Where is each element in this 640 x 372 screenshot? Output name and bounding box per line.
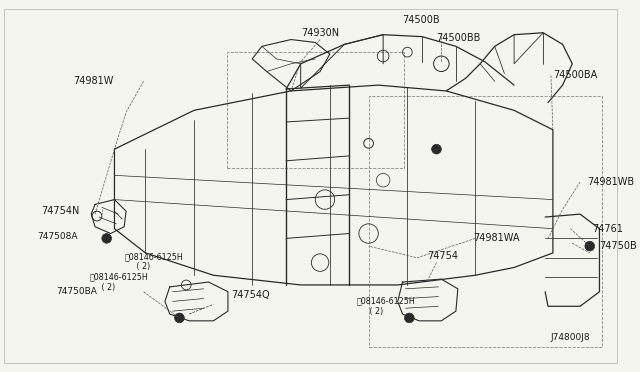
- Text: 74750B: 74750B: [600, 241, 637, 251]
- Text: 74754Q: 74754Q: [231, 290, 269, 299]
- Text: 74930N: 74930N: [301, 28, 339, 38]
- Bar: [227, 52, 403, 168]
- Text: 74981W: 74981W: [73, 76, 113, 86]
- Bar: [369, 96, 602, 347]
- Text: Ⓑ08146-6125H
     ( 2): Ⓑ08146-6125H ( 2): [89, 272, 148, 292]
- Circle shape: [431, 144, 442, 154]
- Circle shape: [175, 313, 184, 323]
- Circle shape: [404, 313, 414, 323]
- Text: J74800J8: J74800J8: [551, 333, 591, 342]
- Text: Ⓑ08146-6125H
     ( 2): Ⓑ08146-6125H ( 2): [357, 296, 416, 316]
- Text: 74754N: 74754N: [41, 206, 79, 216]
- Text: 74500BA: 74500BA: [553, 70, 597, 80]
- Text: 74981WA: 74981WA: [474, 233, 520, 243]
- Text: 74500B: 74500B: [403, 15, 440, 25]
- Text: 74981WB: 74981WB: [587, 177, 634, 187]
- Text: 74500BB: 74500BB: [436, 33, 481, 42]
- Circle shape: [102, 234, 111, 243]
- Text: 74761: 74761: [592, 224, 623, 234]
- Text: 74754: 74754: [427, 251, 458, 261]
- Text: 747508A: 747508A: [37, 232, 77, 241]
- Text: 74750BA: 74750BA: [56, 287, 97, 296]
- Text: Ⓑ08146-6125H
     ( 2): Ⓑ08146-6125H ( 2): [124, 252, 183, 271]
- Circle shape: [585, 241, 595, 251]
